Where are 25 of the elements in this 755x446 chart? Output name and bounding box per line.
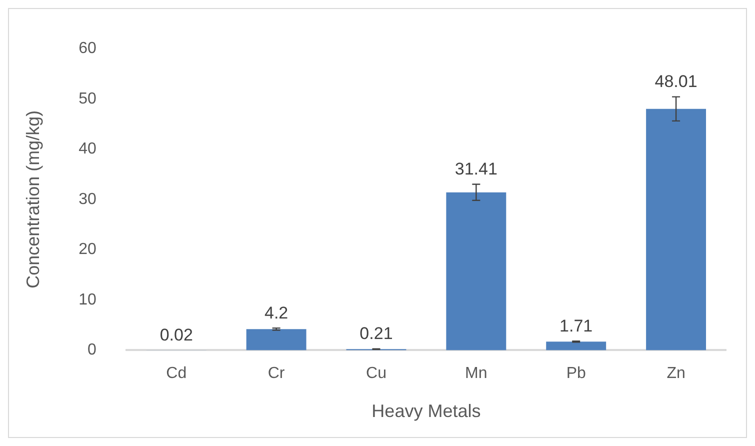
x-tick-label: Cd <box>166 365 187 382</box>
y-tick-label: 50 <box>78 90 96 108</box>
data-label: 4.2 <box>264 303 288 322</box>
y-tick-label: 60 <box>78 40 96 58</box>
y-tick-label: 20 <box>78 241 96 258</box>
bar <box>446 192 506 350</box>
bar <box>246 329 306 350</box>
data-label: 31.41 <box>454 159 498 178</box>
data-label: 1.71 <box>560 316 593 336</box>
bar <box>546 342 606 350</box>
bar <box>646 108 706 350</box>
data-label: 0.02 <box>160 325 193 344</box>
y-axis-title: Concentration (mg/kg) <box>22 110 43 288</box>
x-tick-label: Cu <box>366 365 386 382</box>
y-tick-label: 0 <box>87 342 96 359</box>
x-tick-label: Zn <box>666 365 686 382</box>
x-tick-label: Mn <box>465 365 488 382</box>
x-tick-label: Pb <box>566 365 586 382</box>
x-tick-label: Cr <box>268 365 286 382</box>
y-tick-label: 30 <box>78 190 96 208</box>
y-tick-label: 40 <box>78 140 96 158</box>
y-tick-label: 10 <box>78 291 96 308</box>
data-label: 0.21 <box>360 324 393 344</box>
x-axis-title: Heavy Metals <box>372 401 481 422</box>
data-label: 48.01 <box>654 72 698 91</box>
